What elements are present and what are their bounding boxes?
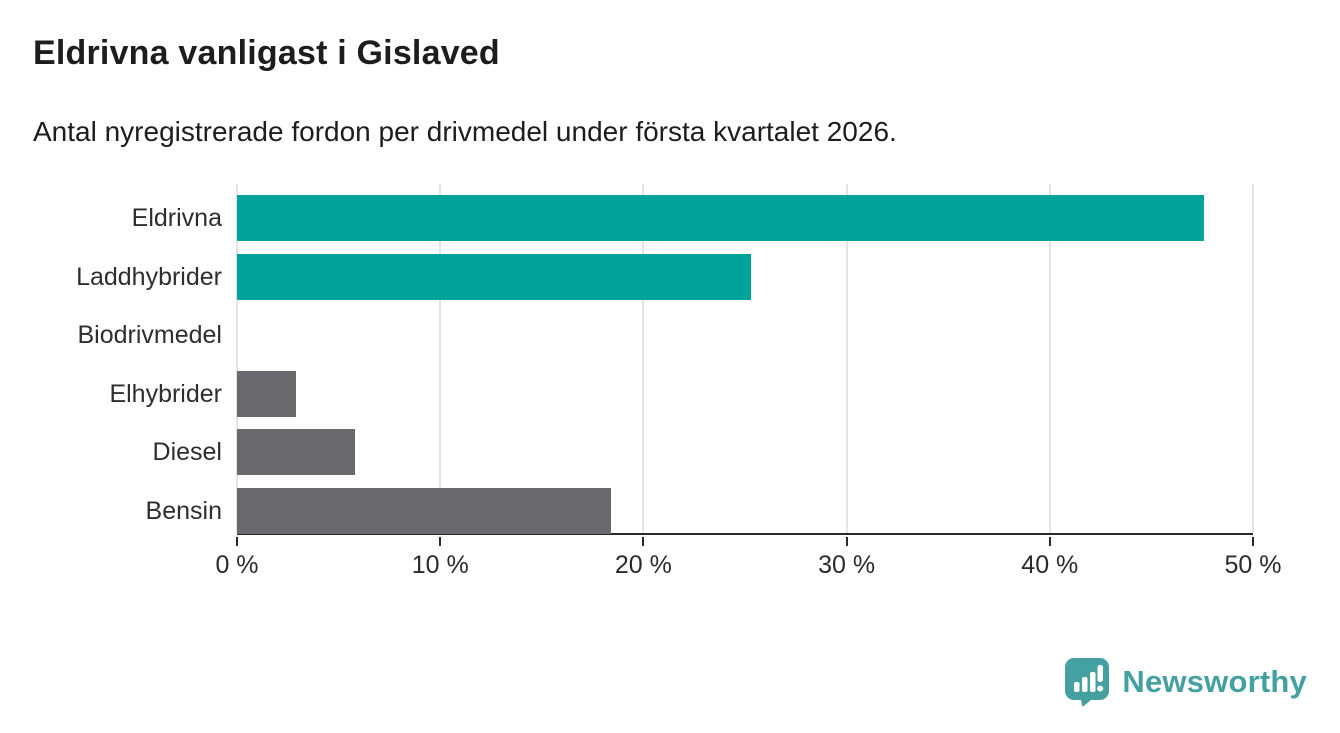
x-tick-label-20: 20 % bbox=[614, 551, 672, 579]
category-label-elhybrider: Elhybrider bbox=[109, 379, 222, 408]
x-tick-label-40: 40 % bbox=[1021, 551, 1079, 579]
gridline-0 bbox=[236, 184, 238, 533]
x-tick-mark-50 bbox=[1252, 537, 1254, 546]
newsworthy-logo-text: Newsworthy bbox=[1122, 664, 1307, 699]
category-label-bensin: Bensin bbox=[145, 496, 222, 525]
x-tick-label-0: 0 % bbox=[215, 551, 259, 579]
bar-eldrivna bbox=[237, 195, 1205, 241]
bar-elhybrider bbox=[237, 370, 296, 417]
x-tick-label-30: 30 % bbox=[818, 551, 876, 579]
x-tick-label-50: 50 % bbox=[1224, 551, 1282, 579]
plot-area bbox=[236, 184, 1254, 535]
x-tick-mark-30 bbox=[845, 537, 848, 546]
category-label-laddhybrider: Laddhybrider bbox=[76, 262, 222, 291]
category-label-diesel: Diesel bbox=[152, 438, 222, 466]
x-tick-mark-40 bbox=[1048, 537, 1051, 546]
gridline-20 bbox=[642, 184, 645, 533]
bar-bensin bbox=[237, 487, 611, 534]
gridline-10 bbox=[439, 184, 442, 533]
category-labels: Eldrivna Laddhybrider Biodrivmedel Elhybrid… bbox=[0, 184, 222, 535]
category-label-biodrivmedel: Biodrivmedel bbox=[77, 321, 222, 349]
bar-diesel bbox=[237, 429, 355, 475]
chart-subtitle: Antal nyregistrerade fordon per drivmede… bbox=[33, 116, 897, 147]
gridline-50 bbox=[1252, 184, 1254, 533]
newsworthy-logo[interactable]: Newsworthy bbox=[1064, 657, 1307, 707]
newsworthy-logo-icon bbox=[1065, 658, 1110, 707]
bar-laddhybrider bbox=[237, 253, 752, 300]
x-tick-mark-10 bbox=[439, 537, 442, 546]
chart-title: Eldrivna vanligast i Gislaved bbox=[33, 34, 500, 72]
category-label-eldrivna: Eldrivna bbox=[131, 204, 222, 232]
x-tick-mark-0 bbox=[236, 537, 238, 546]
x-axis: 0 % 10 % 20 % 30 % 40 % 50 % bbox=[215, 537, 1281, 593]
x-tick-label-10: 10 % bbox=[411, 551, 469, 579]
x-tick-mark-20 bbox=[642, 537, 645, 546]
gridline-40 bbox=[1048, 184, 1051, 533]
gridline-30 bbox=[845, 184, 848, 533]
